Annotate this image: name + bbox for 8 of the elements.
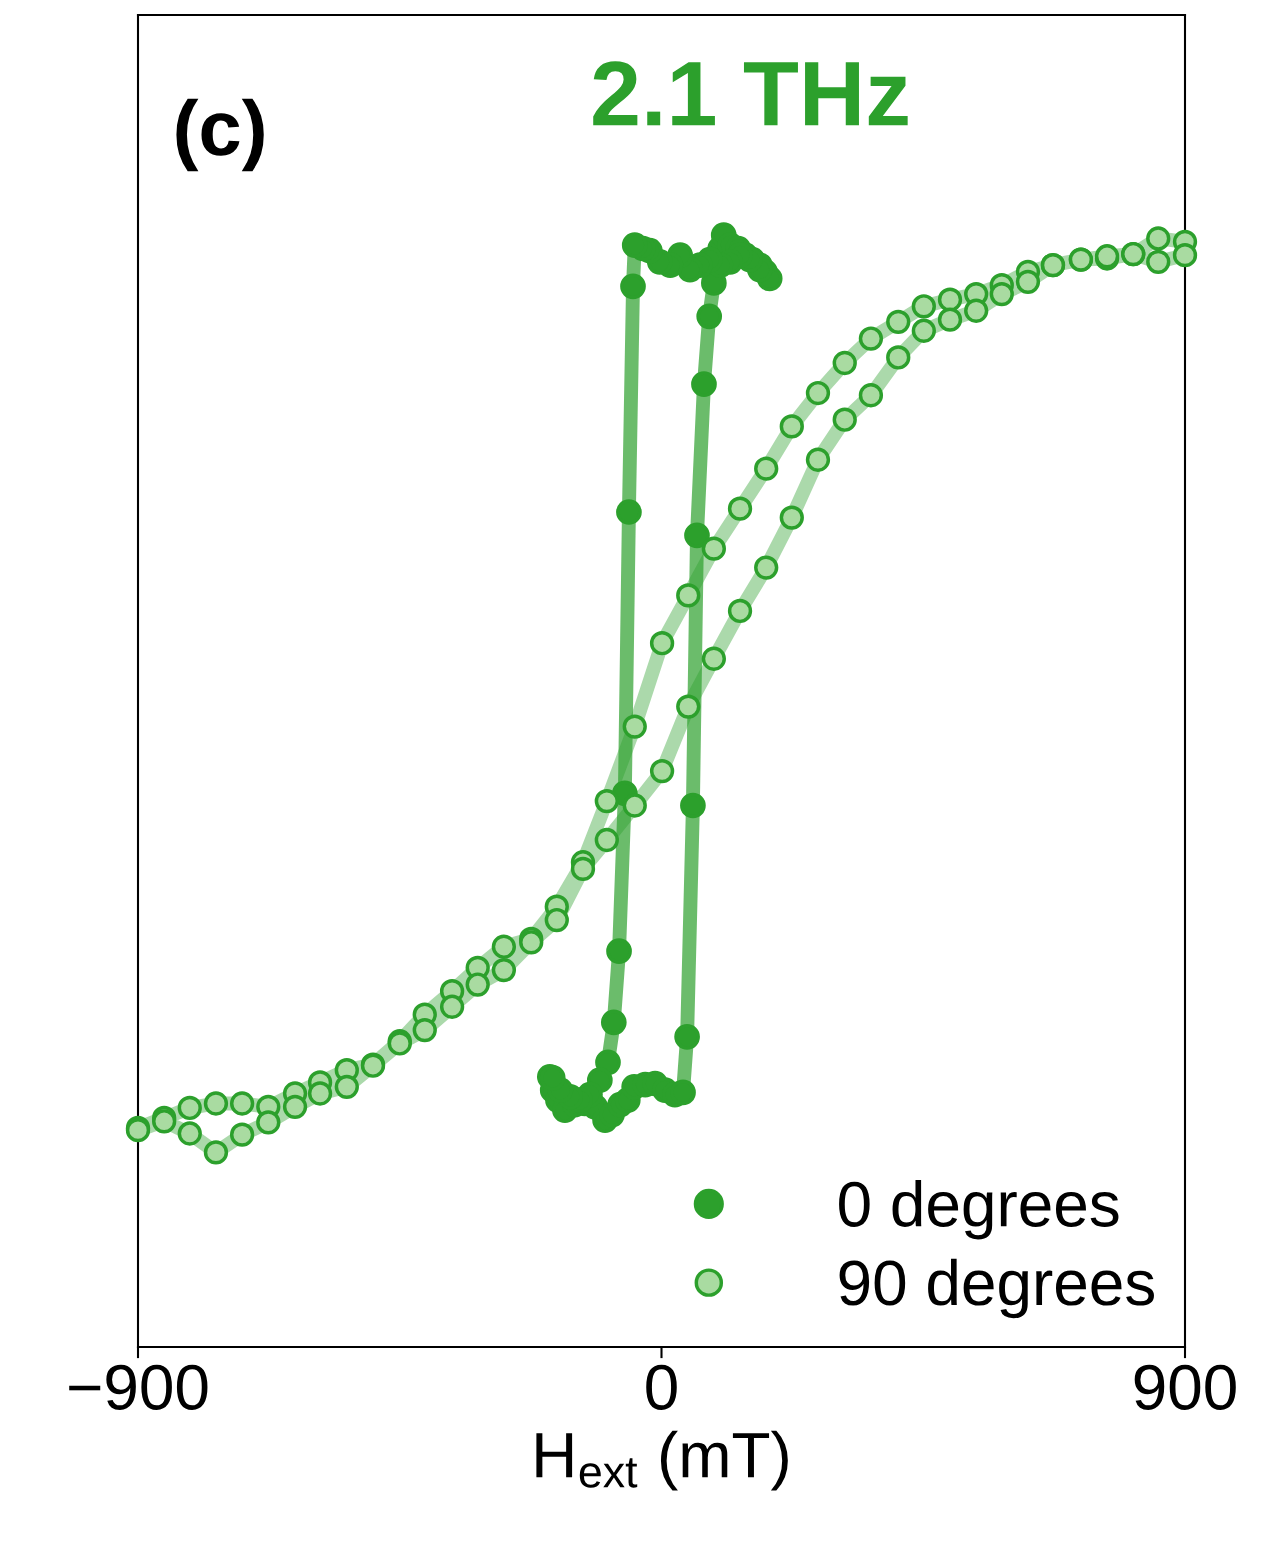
legend-label: 0 degrees	[839, 1179, 1119, 1240]
legend-label: 90 degrees	[839, 1258, 1154, 1319]
chart-title: 2.1 THz	[593, 61, 908, 126]
x-axis-title: H$_{ext}$ (mT)	[536, 1430, 788, 1491]
text: (c)	[176, 98, 264, 172]
x-tick-label: −900	[69, 1364, 208, 1410]
x-tick-label: 900	[1134, 1364, 1236, 1410]
x-tick-label: 0	[646, 1364, 677, 1410]
